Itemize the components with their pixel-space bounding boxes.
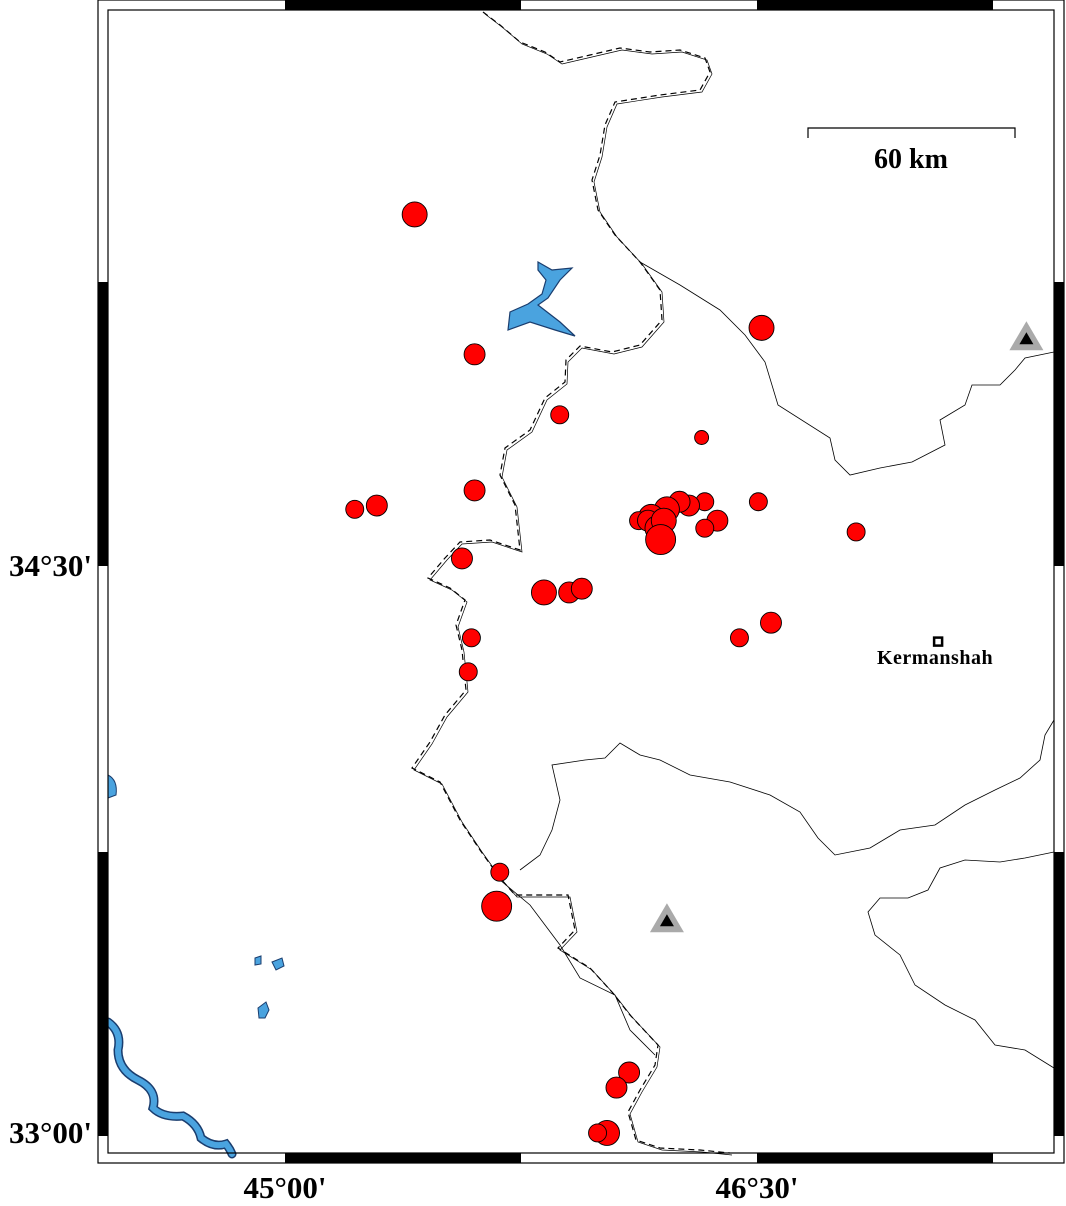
frame-inner bbox=[107, 9, 1055, 1154]
province-border-2 bbox=[867, 851, 1055, 1069]
earthquake-marker bbox=[748, 492, 768, 512]
city-label: Kermanshah bbox=[876, 647, 994, 669]
international-border bbox=[411, 11, 731, 1154]
earthquake-marker bbox=[481, 890, 513, 922]
earthquake-marker bbox=[530, 579, 557, 606]
frame-segment bbox=[98, 852, 108, 1136]
frame-segment bbox=[757, 0, 993, 10]
earthquake-marker bbox=[463, 343, 486, 366]
earthquake-marker bbox=[345, 499, 365, 519]
earthquake-marker bbox=[605, 1076, 628, 1099]
frame-segment bbox=[1054, 852, 1064, 1136]
scale-bar-line bbox=[807, 127, 1016, 138]
lake bbox=[507, 260, 576, 337]
province-border-0 bbox=[639, 261, 1055, 476]
scale-bar bbox=[807, 127, 1016, 138]
earthquake-marker bbox=[570, 577, 593, 600]
frame-segment bbox=[285, 0, 521, 10]
frame-segment bbox=[98, 282, 108, 566]
scale-bar-label: 60 km bbox=[874, 144, 948, 175]
earthquake-marker bbox=[618, 1061, 641, 1084]
earthquake-marker bbox=[695, 518, 715, 538]
frame-segment bbox=[285, 1153, 521, 1163]
province-border-3 bbox=[499, 879, 656, 1056]
province-border-1 bbox=[519, 719, 1055, 871]
river bbox=[105, 1019, 235, 1157]
lat-label-34-30: 34°30' bbox=[8, 548, 92, 583]
earthquake-marker bbox=[458, 662, 478, 682]
lon-label-46-30: 46°30' bbox=[715, 1170, 799, 1205]
border-line bbox=[413, 13, 733, 1156]
earthquake-marker bbox=[846, 522, 866, 542]
city-marker bbox=[932, 636, 944, 647]
lake-edge bbox=[107, 774, 117, 799]
earthquake-marker bbox=[730, 628, 749, 648]
stations bbox=[649, 321, 1044, 933]
station-inner-triangle-icon bbox=[659, 914, 674, 927]
earthquake-marker bbox=[748, 314, 775, 341]
station-inner-triangle-icon bbox=[1019, 332, 1034, 345]
map-frame bbox=[97, 0, 1065, 1164]
lon-label-45-00: 45°00' bbox=[243, 1170, 327, 1205]
earthquake-marker bbox=[694, 430, 710, 445]
earthquake-marker bbox=[588, 1123, 608, 1143]
earthquake-marker bbox=[550, 405, 570, 425]
frame-outer bbox=[97, 0, 1065, 1164]
river-outline bbox=[103, 1017, 237, 1159]
earthquakes bbox=[345, 201, 866, 1146]
earthquake-marker bbox=[463, 479, 486, 502]
frame-segment bbox=[757, 1153, 993, 1163]
earthquake-marker bbox=[490, 862, 510, 882]
lat-label-33-00: 33°00' bbox=[8, 1115, 92, 1150]
earthquake-marker bbox=[451, 547, 473, 570]
city-square-icon bbox=[932, 636, 944, 647]
earthquake-marker bbox=[645, 524, 677, 555]
water-bodies bbox=[103, 260, 576, 1159]
small-lakes bbox=[254, 955, 285, 1019]
frame-segment bbox=[1054, 282, 1064, 566]
earthquake-marker bbox=[401, 201, 428, 228]
borders bbox=[411, 11, 1055, 1156]
earthquake-marker bbox=[365, 494, 388, 517]
earthquake-marker bbox=[760, 611, 782, 634]
earthquake-marker bbox=[461, 628, 481, 648]
